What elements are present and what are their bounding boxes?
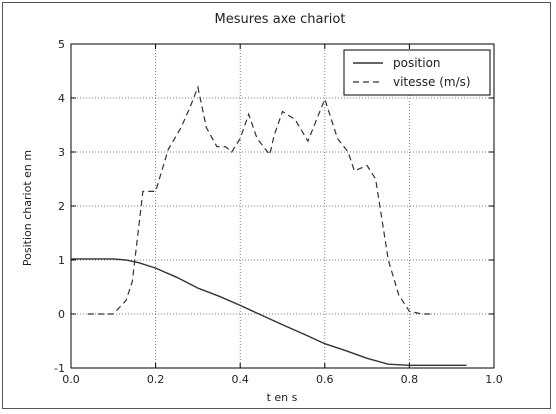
y-tick-label: -1 xyxy=(54,362,65,375)
y-tick-label: 3 xyxy=(58,146,65,159)
x-tick-label: 0.2 xyxy=(147,373,165,386)
x-tick-label: 0.8 xyxy=(401,373,419,386)
y-tick-label: 0 xyxy=(58,308,65,321)
y-tick-label: 5 xyxy=(58,38,65,51)
y-axis-label: Position chariot en m xyxy=(21,150,34,266)
legend: position vitesse (m/s) xyxy=(343,49,491,96)
legend-box xyxy=(343,49,491,96)
x-axis-label: t en s xyxy=(267,391,298,404)
legend-label-position: position xyxy=(393,56,441,70)
y-tick-label: 4 xyxy=(58,92,65,105)
x-tick-label: 0.6 xyxy=(316,373,334,386)
x-tick-label: 1.0 xyxy=(485,373,503,386)
series-line-vitesse xyxy=(87,85,435,315)
x-tick-label: 0.0 xyxy=(62,373,80,386)
grid-lines xyxy=(71,44,494,368)
x-tick-label: 0.4 xyxy=(231,373,249,386)
series-line-position xyxy=(71,258,467,366)
legend-label-vitesse: vitesse (m/s) xyxy=(393,75,471,89)
y-tick-label: 1 xyxy=(58,254,65,267)
axis-ticks: 0.0 0.2 0.4 0.6 0.8 1.0 -1 0 1 2 3 4 5 xyxy=(54,38,503,386)
series-layer xyxy=(71,85,467,366)
y-tick-label: 2 xyxy=(58,200,65,213)
chart-title: Mesures axe chariot xyxy=(215,12,346,27)
